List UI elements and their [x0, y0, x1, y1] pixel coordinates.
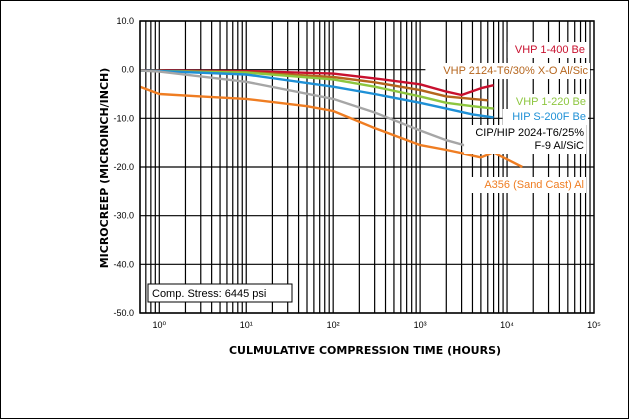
x-tick-label: 10⁴: [500, 320, 514, 330]
series-label: VHP 2124-T6/30% X-O Al/Sic: [443, 65, 588, 77]
series-line: [139, 69, 473, 149]
x-tick-label: 10⁵: [587, 320, 601, 330]
series-label-bg: [464, 125, 586, 154]
x-axis-title: CULMULATIVE COMPRESSION TIME (HOURS): [229, 344, 501, 357]
y-tick-label: -10.0: [113, 113, 134, 123]
series-label: VHP 1-400 Be: [515, 44, 585, 56]
series-label-bg: [425, 63, 590, 79]
series-label-bg: [507, 42, 587, 58]
series-line: [139, 69, 494, 119]
y-axis-title: MICROCREEP (MICROINCH/INCH): [98, 68, 111, 269]
annotation-box: [147, 283, 293, 303]
series-line: [139, 85, 523, 169]
series-label: VHP 1-220 Be: [516, 96, 586, 108]
y-tick-label: -50.0: [113, 308, 134, 318]
y-tick-label: -30.0: [113, 211, 134, 221]
x-tick-label: 10³: [414, 320, 427, 330]
y-tick-label: 10.0: [116, 16, 134, 26]
series-label-bg: [464, 177, 586, 193]
series-label-bg: [508, 94, 588, 110]
plot-border: [139, 20, 595, 314]
y-tick-label: -20.0: [113, 162, 134, 172]
series-label-bg: [502, 109, 588, 125]
x-tick-label: 10⁰: [152, 320, 166, 330]
x-tick-label: 10²: [327, 320, 340, 330]
y-tick-label: -40.0: [113, 259, 134, 269]
x-tick-label: 10¹: [240, 320, 253, 330]
series-label: HIP S-200F Be: [512, 111, 586, 123]
annotation-text: Comp. Stress: 6445 psi: [152, 288, 266, 300]
series-label: A356 (Sand Cast) Al: [484, 179, 584, 191]
series-label: F-9 Al/SiC: [534, 140, 584, 152]
y-tick-label: 0.0: [121, 65, 134, 75]
series-label: CIP/HIP 2024-T6/25%: [475, 127, 584, 139]
